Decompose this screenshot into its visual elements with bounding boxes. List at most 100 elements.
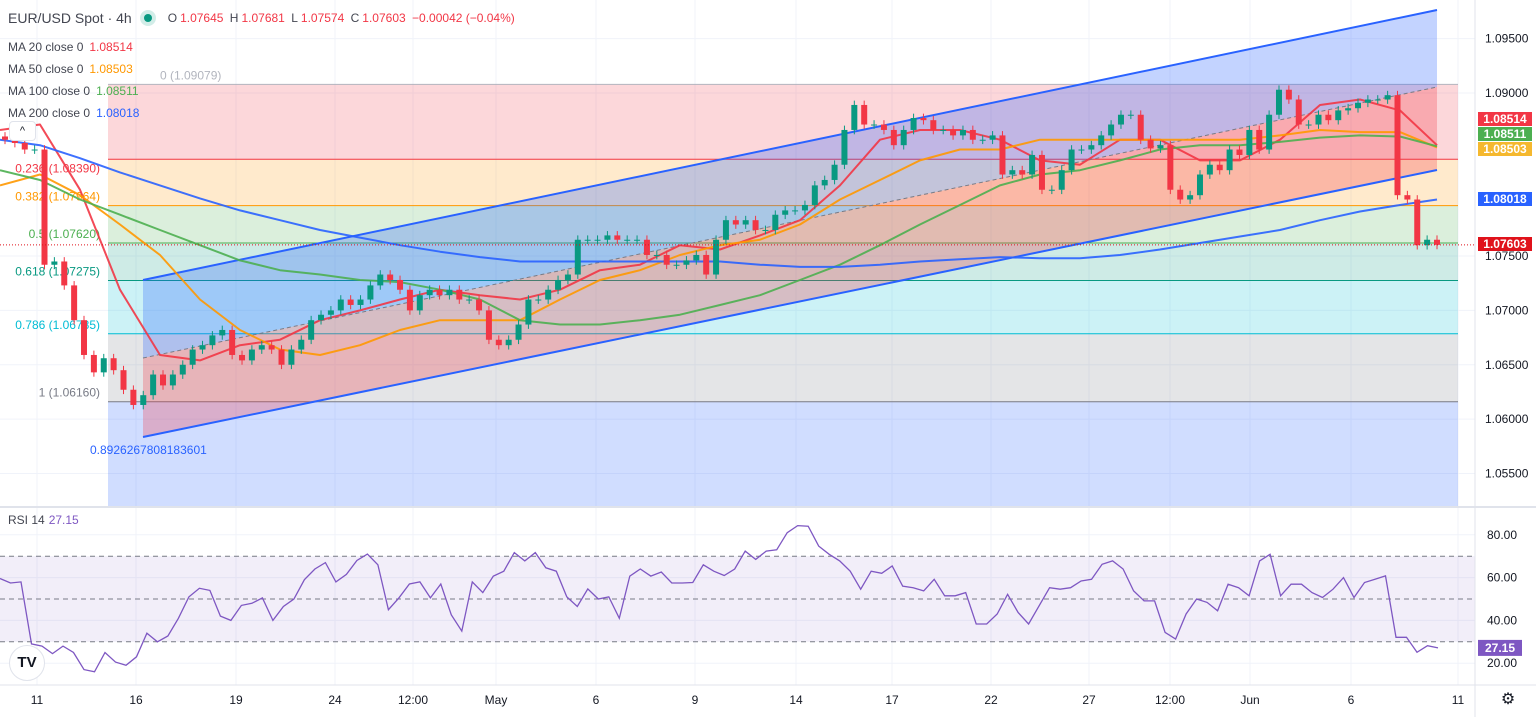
candle-body	[1364, 99, 1371, 103]
candle-body	[703, 254, 710, 275]
fib-band	[108, 243, 1458, 281]
candle-body	[1256, 129, 1263, 150]
price-tag	[1478, 142, 1532, 156]
fib-level-label: 0.786 (1.06785)	[15, 318, 100, 332]
time-tick-label: 16	[129, 693, 143, 707]
fib-band	[108, 159, 1458, 206]
high-value: 1.07681	[241, 11, 285, 25]
candle-body	[31, 149, 38, 151]
settings-glyph: ⚙	[1500, 691, 1516, 708]
ma20-legend[interactable]: MA 20 close 0 1.08514	[8, 36, 518, 58]
candle-body	[722, 220, 729, 240]
candle-body	[989, 135, 996, 140]
ma-label: MA 200 close 0	[8, 106, 91, 120]
candle-body	[485, 310, 492, 340]
fib-level-label: 0.236 (1.08390)	[15, 161, 100, 175]
candle-body	[900, 129, 907, 146]
rsi-legend[interactable]: RSI 14 27.15	[8, 513, 79, 527]
tradingview-logo[interactable]: TV	[9, 645, 45, 681]
candle-body	[406, 289, 413, 311]
candle-body	[1285, 89, 1292, 100]
ma-label: MA 20 close 0	[8, 40, 84, 54]
candle-body	[1029, 154, 1036, 175]
candle-body	[130, 389, 137, 405]
candle-body	[772, 214, 779, 230]
logo-text: TV	[17, 654, 37, 671]
ma200-legend[interactable]: MA 200 close 0 1.08018	[8, 102, 518, 124]
candle-body	[653, 254, 660, 256]
candle-body	[436, 289, 443, 296]
candle-body	[466, 299, 473, 301]
time-tick-label: 11	[31, 693, 44, 707]
ma-label: MA 100 close 0	[8, 84, 91, 98]
time-tick-label: 12:00	[1155, 693, 1185, 707]
rsi-value: 27.15	[48, 513, 79, 527]
candle-body	[910, 118, 917, 130]
candle-body	[1058, 170, 1065, 190]
regression-channel[interactable]: 0.8926267808183601	[90, 9, 1438, 457]
ma-line	[0, 134, 1438, 326]
ma50-legend[interactable]: MA 50 close 0 1.08503	[8, 58, 518, 80]
candle-body	[950, 129, 957, 136]
candle-body	[1394, 95, 1401, 196]
candle-body	[71, 285, 78, 321]
candle-body	[51, 261, 58, 265]
candle-body	[1404, 195, 1411, 200]
candle-body	[1305, 124, 1312, 126]
candle-body	[525, 299, 532, 325]
channel-upper-fill	[143, 10, 1437, 358]
candle-body	[930, 120, 937, 130]
candle-body	[387, 274, 394, 280]
candle-body	[278, 349, 285, 365]
candle-body	[1187, 195, 1194, 200]
candle-body	[564, 274, 571, 280]
candle-body	[1157, 145, 1164, 149]
candle-body	[673, 264, 680, 266]
candle-body	[327, 310, 334, 315]
candle-body	[515, 324, 522, 340]
candle-body	[90, 354, 97, 373]
chevron-up-icon: ^	[19, 125, 26, 137]
price-tick-label: 1.09500	[1485, 32, 1529, 46]
time-tick-label: 27	[1082, 693, 1096, 707]
candle-body	[683, 260, 690, 265]
candle-body	[574, 239, 581, 275]
fib-level-label: 0.5 (1.07620)	[29, 227, 100, 241]
candle-body	[811, 185, 818, 205]
collapse-legend-button[interactable]: ^	[9, 121, 36, 141]
candle-body	[110, 358, 117, 371]
candle-body	[357, 299, 364, 305]
ma100-legend[interactable]: MA 100 close 0 1.08511	[8, 80, 518, 102]
time-tick-label: 19	[229, 693, 243, 707]
time-tick-label: 6	[1348, 693, 1355, 707]
candle-body	[179, 364, 186, 375]
symbol-title[interactable]: EUR/USD Spot · 4h	[8, 10, 132, 26]
time-tick-label: 17	[885, 693, 899, 707]
candle-body	[318, 314, 325, 321]
candle-body	[377, 274, 384, 286]
time-tick-label: 9	[692, 693, 699, 707]
candle-body	[1038, 154, 1045, 190]
candle-body	[140, 395, 147, 405]
gear-icon[interactable]: ⚙	[1498, 690, 1518, 710]
candle-body	[643, 239, 650, 255]
candle-body	[535, 299, 542, 301]
candle-body	[713, 239, 720, 275]
candle-body	[1434, 239, 1440, 245]
candle-body	[505, 339, 512, 346]
candle-body	[999, 135, 1006, 175]
ma-value: 1.08514	[89, 40, 133, 54]
candle-body	[11, 139, 18, 144]
price-scale[interactable]: 1.09500 1.09000 1.07500 1.07000 1.06500 1.060…	[0, 32, 1536, 508]
close-label: C	[350, 11, 360, 25]
candle-body	[732, 220, 739, 225]
rsi-line	[0, 524, 1439, 673]
close-value: 1.07603	[362, 11, 406, 25]
price-tag-label: 1.08511	[1484, 127, 1527, 141]
candle-body	[693, 254, 700, 261]
price-tag-label: 1.08503	[1483, 142, 1527, 156]
price-tag	[1478, 112, 1532, 126]
